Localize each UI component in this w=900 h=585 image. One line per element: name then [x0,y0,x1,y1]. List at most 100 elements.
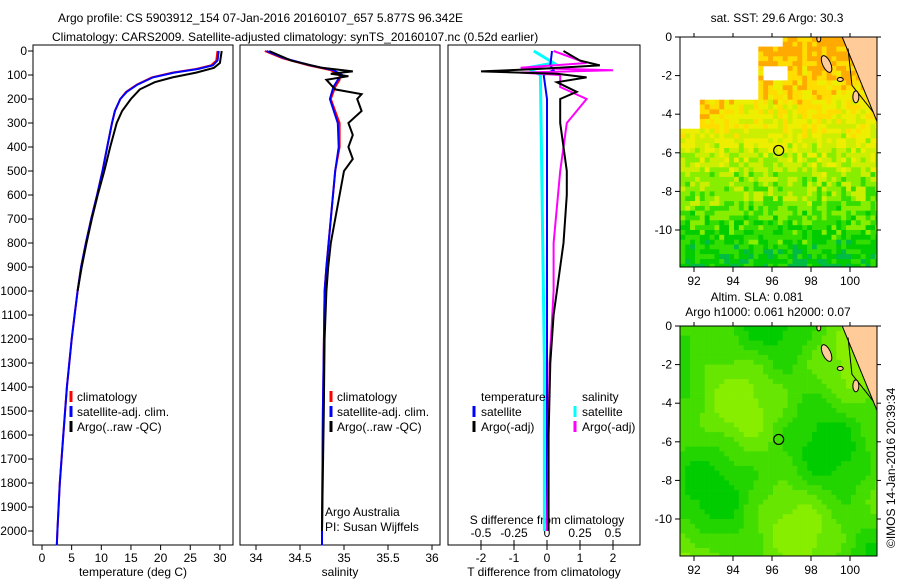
map-cell [685,451,691,457]
map-cell [836,249,842,255]
map-cell [846,543,852,549]
map-cell [758,210,764,216]
map-cell [846,480,852,486]
map-cell [685,364,691,370]
map-cell [753,408,759,414]
map-cell [743,548,749,554]
map-cell [792,167,798,173]
map-cell [729,383,735,390]
map-cell [826,494,832,501]
map-cell [865,494,871,501]
map-cell [709,254,715,260]
map-cell [719,181,725,187]
map-cell [724,432,730,438]
map-cell [763,475,769,481]
map-cell [680,509,686,515]
map-cell [826,133,832,139]
map-cell [860,254,866,260]
map-cell [763,465,769,472]
map-cell [846,220,852,226]
map-cell [753,417,759,423]
map-cell [792,379,798,385]
map-cell [836,244,842,250]
map-cell [709,239,715,245]
map-cell [704,157,710,163]
map-cell [773,490,779,496]
map-cell [714,239,720,245]
map-cell [729,191,735,197]
map-cell [738,548,744,554]
map-cell [812,422,818,428]
map-cell [714,263,720,267]
map-cell [831,133,837,139]
map-cell [787,109,793,115]
map-cell [851,191,857,197]
map-cell [777,330,783,336]
map-cell [802,350,808,356]
map-cell [831,461,837,467]
map-cell [841,230,847,236]
map-cell [777,403,783,409]
map-cell [782,254,788,260]
map-cell [748,128,754,134]
map-cell [695,350,701,356]
map-cell [821,461,827,467]
map-cell [802,354,808,361]
map-cell [782,41,788,47]
map-cell [763,330,769,336]
map-cell [743,326,749,332]
map-cell [797,456,803,462]
map-cell [821,490,827,496]
map-cell [865,249,871,255]
map-cell [816,548,822,554]
map-cell [846,354,852,361]
map-cell [743,499,749,505]
map-cell [699,133,705,139]
map-cell [846,249,852,255]
map-cell [860,388,866,394]
map-cell [734,186,740,192]
map-cell [680,167,686,173]
map-cell [714,552,720,556]
map-cell [743,543,749,549]
map-cell [704,398,710,404]
map-cell [821,485,827,491]
map-cell [758,148,764,154]
map-cell [831,254,837,260]
map-cell [724,99,730,105]
map-cell [729,157,735,163]
map-cell [802,422,808,428]
map-cell [831,148,837,154]
map-cell [777,61,783,67]
map-cell [836,509,842,515]
map-cell [807,388,813,394]
map-cell [685,191,691,197]
map-cell [807,225,813,231]
top-x-tick-label: -0.5 [471,526,492,540]
map-cell [797,234,803,240]
map-cell [777,239,783,245]
map-cell [841,162,847,168]
map-cell [758,138,764,144]
map-cell [695,504,701,510]
map-cell [846,133,852,139]
map-cell [709,244,715,250]
map-cell [797,201,803,207]
map-cell [729,354,735,361]
map-cell [704,128,710,134]
map-cell [777,220,783,226]
map-cell [836,196,842,202]
map-cell [787,552,793,556]
map-cell [816,432,822,438]
map-cell [846,398,852,404]
top-x-tick-label: 0.5 [605,526,622,540]
map-cell [773,456,779,462]
map-cell [816,201,822,207]
map-cell [787,461,793,467]
map-cell [758,326,764,332]
map-cell [807,403,813,409]
map-cell [734,191,740,197]
map-cell [685,504,691,510]
map-cell [821,90,827,96]
map-cell [709,220,715,226]
